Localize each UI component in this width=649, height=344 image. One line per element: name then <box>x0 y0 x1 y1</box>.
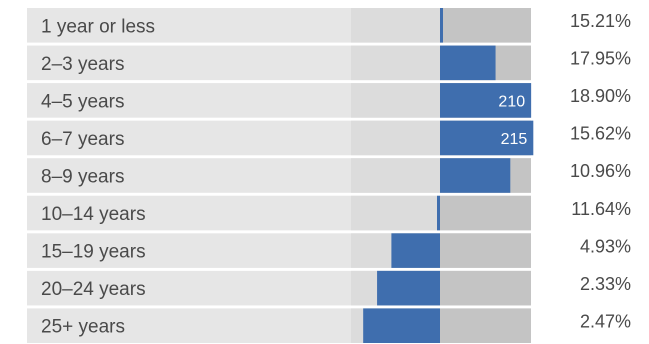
percentage-label: 11.64% <box>571 199 631 219</box>
category-label: 2–3 years <box>41 54 124 75</box>
bar <box>377 270 440 306</box>
right-track <box>440 233 531 268</box>
bar-value-label: 210 <box>498 93 525 110</box>
percentage-label: 2.47% <box>580 311 631 331</box>
bar <box>440 8 443 43</box>
bar <box>437 195 440 231</box>
bar-value-label: 215 <box>501 131 528 148</box>
percentage-label: 18.90% <box>570 86 631 106</box>
right-track <box>440 308 531 343</box>
left-track <box>351 158 440 193</box>
percentage-label: 17.95% <box>570 49 631 69</box>
left-track <box>351 120 440 156</box>
left-track <box>351 195 440 231</box>
percentage-label: 15.21% <box>570 11 631 31</box>
bar <box>440 45 496 81</box>
right-track <box>440 8 531 43</box>
bar <box>440 120 534 156</box>
percentage-label: 10.96% <box>570 161 631 181</box>
right-track <box>440 195 531 231</box>
category-label: 8–9 years <box>41 167 124 188</box>
right-track <box>440 270 531 306</box>
category-label: 4–5 years <box>41 91 124 112</box>
bar <box>440 83 532 118</box>
left-track <box>351 83 440 118</box>
percentage-label: 2.33% <box>580 274 631 294</box>
category-label: 20–24 years <box>41 279 146 300</box>
bar <box>391 233 440 268</box>
percentage-label: 4.93% <box>580 236 631 256</box>
left-track <box>351 45 440 81</box>
category-label: 1 year or less <box>41 16 155 37</box>
bar <box>363 308 440 343</box>
bar <box>440 158 511 193</box>
category-label: 15–19 years <box>41 242 146 263</box>
category-label: 25+ years <box>41 317 125 338</box>
percentage-label: 15.62% <box>570 124 631 144</box>
category-label: 6–7 years <box>41 129 124 150</box>
category-label: 10–14 years <box>41 204 146 225</box>
left-track <box>351 8 440 43</box>
